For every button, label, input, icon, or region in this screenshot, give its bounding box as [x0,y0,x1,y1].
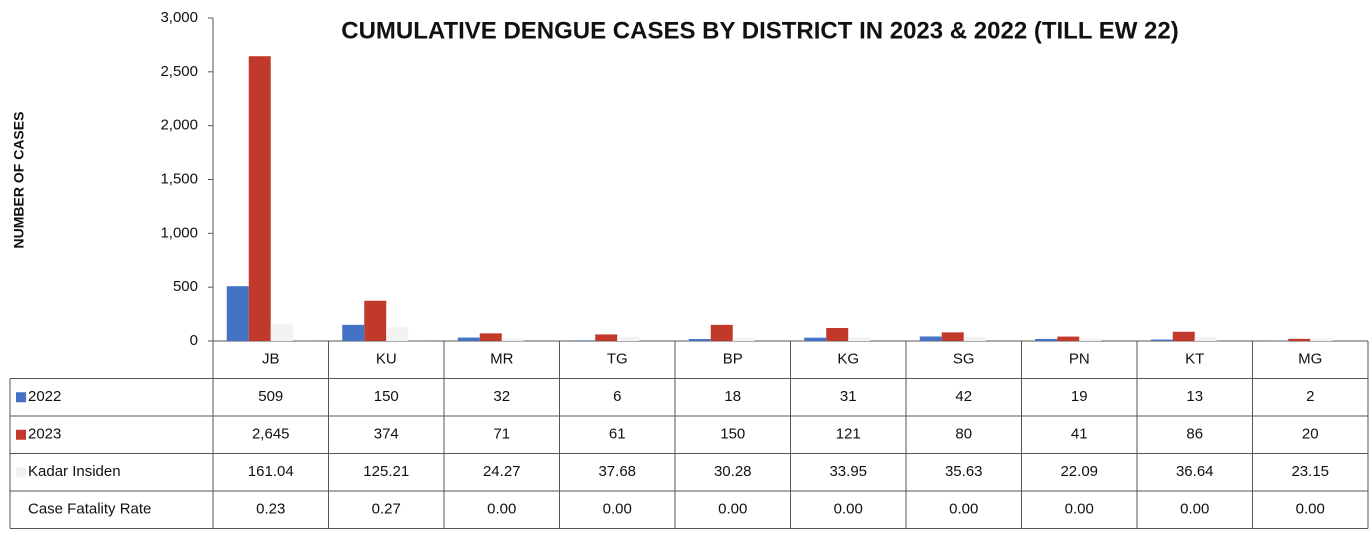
table-cell: 161.04 [248,463,294,480]
table-cell: 0.00 [1180,501,1209,518]
y-tick-label: 1,500 [160,170,198,187]
x-tick-label: KG [837,351,859,368]
table-cell: 86 [1186,426,1203,443]
bar [502,338,524,341]
x-tick-label: MR [490,351,513,368]
x-tick-label: SG [953,351,975,368]
y-tick-label: 2,000 [160,117,198,134]
bar [480,333,502,341]
table-cell: 6 [613,388,621,405]
x-tick-label: KU [376,351,397,368]
table-cell: 0.00 [834,501,863,518]
table-cell: 0.00 [949,501,978,518]
bar [689,339,711,341]
x-tick-label: PN [1069,351,1090,368]
table-cell: 42 [955,388,972,405]
bar [249,56,271,341]
table-cell: 0.00 [718,501,747,518]
bar [1173,332,1195,341]
table-cell: 0.00 [603,501,632,518]
bar [1288,339,1310,341]
bar [733,338,755,341]
table-cell: 35.63 [945,463,983,480]
x-tick-label: KT [1185,351,1204,368]
bar [711,325,733,341]
table-cell: 71 [493,426,510,443]
legend-key [16,392,26,402]
table-cell: 121 [836,426,861,443]
bar [1195,337,1217,341]
table-cell: 18 [724,388,741,405]
y-tick-label: 3,000 [160,9,198,26]
table-cell: 37.68 [598,463,636,480]
bar [1079,339,1101,341]
bar [804,338,826,341]
x-tick-label: JB [262,351,280,368]
legend-label: Kadar Insiden [28,463,121,480]
table-cell: 22.09 [1060,463,1098,480]
table-cell: 19 [1071,388,1088,405]
table-cell: 0.00 [487,501,516,518]
table-cell: 61 [609,426,626,443]
x-tick-label: BP [723,351,743,368]
table-cell: 41 [1071,426,1088,443]
legend-label: 2022 [28,388,61,405]
table-cell: 13 [1186,388,1203,405]
table-cell: 150 [720,426,745,443]
bar [617,337,639,341]
bar [964,337,986,341]
x-tick-label: TG [607,351,628,368]
chart-title: CUMULATIVE DENGUE CASES BY DISTRICT IN 2… [341,17,1179,44]
bar [920,336,942,341]
table-cell: 30.28 [714,463,752,480]
table-cell: 23.15 [1291,463,1329,480]
bar [271,324,293,341]
bar [364,301,386,341]
table-cell: 509 [258,388,283,405]
bar [227,286,249,341]
y-tick-label: 1,000 [160,224,198,241]
table-cell: 36.64 [1176,463,1214,480]
legend-key [16,467,26,477]
legend-key [16,430,26,440]
bar [1035,339,1057,341]
legend-key [16,505,26,515]
bar [1310,339,1332,341]
legend-label: 2023 [28,426,61,443]
table-cell: 374 [374,426,399,443]
y-tick-label: 500 [173,278,198,295]
table-cell: 33.95 [829,463,867,480]
bar [848,337,870,341]
table-cell: 125.21 [363,463,409,480]
table-cell: 0.00 [1296,501,1325,518]
table-cell: 0.23 [256,501,285,518]
table-cell: 80 [955,426,972,443]
legend-label: Case Fatality Rate [28,501,151,518]
table-cell: 0.00 [1065,501,1094,518]
table-cell: 24.27 [483,463,521,480]
table-cell: 32 [493,388,510,405]
bar [386,328,408,341]
bar [595,334,617,341]
y-tick-label: 0 [190,332,198,349]
table-cell: 2 [1306,388,1314,405]
table-cell: 20 [1302,426,1319,443]
bar [942,332,964,341]
y-axis-label: NUMBER OF CASES [11,112,27,249]
table-cell: 150 [374,388,399,405]
table-cell: 0.27 [372,501,401,518]
bar [458,338,480,341]
bar [1151,340,1173,341]
table-cell: 31 [840,388,857,405]
bar [1057,337,1079,341]
bar [826,328,848,341]
bar [342,325,364,341]
x-tick-label: MG [1298,351,1322,368]
y-tick-label: 2,500 [160,63,198,80]
bar [573,340,595,341]
table-cell: 2,645 [252,426,290,443]
